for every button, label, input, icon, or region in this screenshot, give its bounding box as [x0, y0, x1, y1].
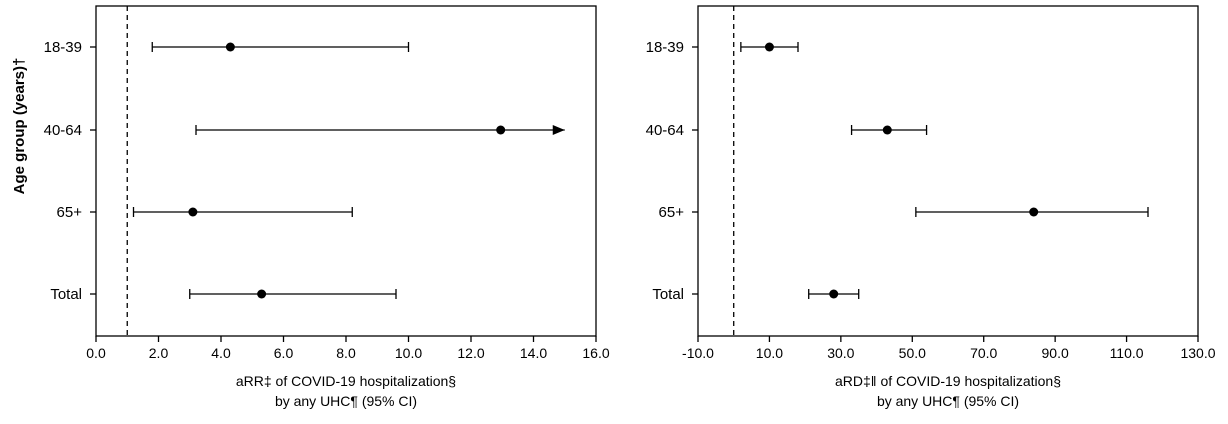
x-tick-label: 8.0 [336, 345, 356, 361]
x-tick-label: 0.0 [86, 345, 106, 361]
category-label: 65+ [659, 204, 685, 221]
point-estimate [1029, 207, 1039, 217]
panel-right-ard: -10.0 10.0 30.0 50.0 70.0 90.0 110.0 130.0 aRD‡ǁ… [646, 5, 1216, 409]
x-axis-label-line1: aRR‡ of COVID-19 hospitalization§ [236, 373, 456, 389]
ci-arrowhead [552, 125, 565, 135]
x-axis-label-line1: aRD‡ǁ of COVID-19 hospitalization§ [835, 373, 1061, 389]
point-estimate [188, 207, 198, 217]
y-axis-label: Age group (years)† [11, 58, 28, 195]
panel-left-arr: 0.0 2.0 4.0 6.0 8.0 10.0 12.0 14.0 16.0 aRR‡ of C… [44, 5, 610, 409]
x-tick-label: 70.0 [970, 345, 997, 361]
x-tick-label: 50.0 [899, 345, 926, 361]
category-label: 40-64 [44, 122, 82, 139]
x-tick-label: -10.0 [682, 345, 714, 361]
category-label: 18-39 [646, 39, 684, 56]
x-tick-label: 6.0 [274, 345, 294, 361]
x-tick-label: 4.0 [211, 345, 231, 361]
category-label: 65+ [57, 204, 83, 221]
point-estimate [882, 125, 892, 135]
point-estimate [829, 289, 839, 299]
x-tick-label: 10.0 [395, 345, 422, 361]
category-label: 18-39 [44, 39, 82, 56]
x-axis-label-line2: by any UHC¶ (95% CI) [877, 393, 1019, 409]
x-tick-label: 14.0 [520, 345, 547, 361]
plot-frame [95, 5, 597, 337]
x-tick-label: 16.0 [582, 345, 609, 361]
point-estimate [496, 125, 506, 135]
x-tick-label: 90.0 [1042, 345, 1069, 361]
category-label: 40-64 [646, 122, 684, 139]
point-estimate [764, 42, 774, 52]
category-label: Total [50, 286, 82, 303]
x-axis-label-line2: by any UHC¶ (95% CI) [275, 393, 417, 409]
x-tick-label: 12.0 [457, 345, 484, 361]
x-tick-label: 30.0 [827, 345, 854, 361]
x-tick-label: 10.0 [756, 345, 783, 361]
point-estimate [257, 289, 267, 299]
category-label: Total [652, 286, 684, 303]
point-estimate [225, 42, 235, 52]
x-tick-label: 130.0 [1180, 345, 1215, 361]
x-tick-label: 110.0 [1110, 345, 1144, 361]
plot-frame [697, 5, 1199, 337]
x-tick-label: 2.0 [149, 345, 169, 361]
